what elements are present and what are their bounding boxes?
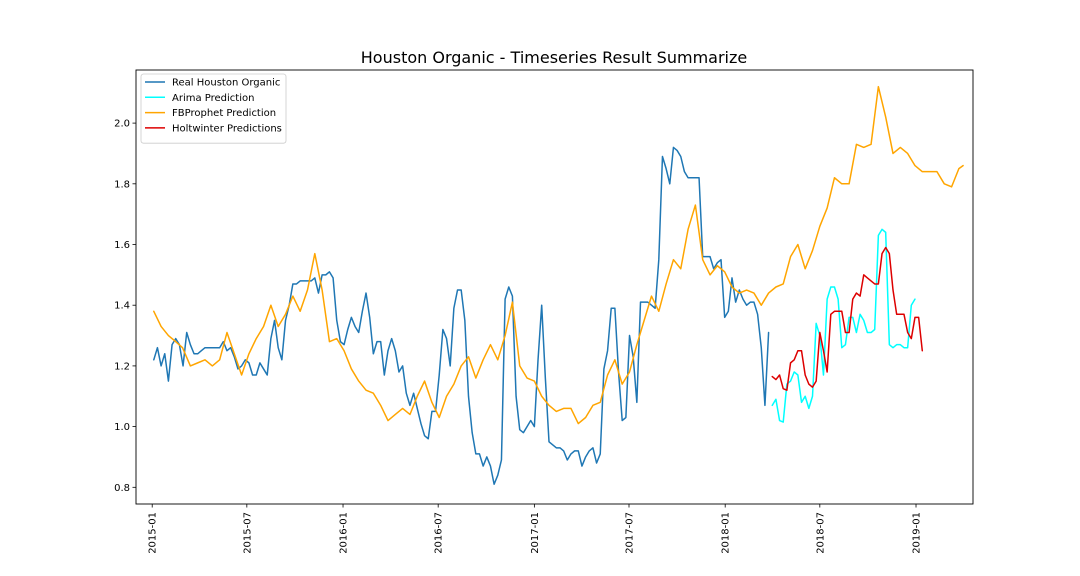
x-tick-label-4: 2017-01 bbox=[530, 512, 541, 554]
x-tick-label-1: 2015-07 bbox=[242, 512, 253, 554]
legend-label-3: Holtwinter Predictions bbox=[172, 123, 282, 134]
x-tick-label-3: 2016-07 bbox=[434, 512, 445, 554]
plot-frame bbox=[135, 69, 974, 505]
series-line-2 bbox=[153, 85, 964, 425]
legend-label-1: Arima Prediction bbox=[172, 93, 254, 104]
legend: Real Houston Organic Arima Prediction FBPr… bbox=[140, 73, 287, 144]
legend-label-2: FBProphet Prediction bbox=[172, 108, 276, 119]
x-tick-label-8: 2019-01 bbox=[912, 512, 923, 554]
legend-label-0: Real Houston Organic bbox=[172, 78, 280, 89]
y-tick-label-5: 1.8 bbox=[114, 179, 130, 190]
y-tick-label-4: 1.6 bbox=[114, 240, 130, 251]
x-tick-label-7: 2018-07 bbox=[815, 512, 826, 554]
y-tick-label-6: 2.0 bbox=[114, 119, 130, 130]
y-tick-label-3: 1.4 bbox=[114, 301, 130, 312]
x-tick-label-5: 2017-07 bbox=[624, 512, 635, 554]
axis-layer: 0.8 1.0 1.2 1.4 1.6 1.8 2.0 2015-01 2015-07 2016-… bbox=[114, 119, 922, 554]
x-tick-label-6: 2018-01 bbox=[721, 512, 732, 554]
series-line-1 bbox=[771, 228, 916, 423]
x-tick-label-2: 2016-01 bbox=[339, 512, 350, 554]
legend-box bbox=[140, 73, 287, 144]
y-tick-label-2: 1.2 bbox=[114, 361, 130, 372]
y-tick-label-0: 0.8 bbox=[114, 483, 130, 494]
y-tick-label-1: 1.0 bbox=[114, 422, 130, 433]
series-line-3 bbox=[771, 246, 924, 391]
chart-title: Houston Organic - Timeseries Result Summ… bbox=[361, 48, 747, 67]
x-tick-label-0: 2015-01 bbox=[148, 512, 159, 554]
series-layer bbox=[153, 85, 964, 486]
